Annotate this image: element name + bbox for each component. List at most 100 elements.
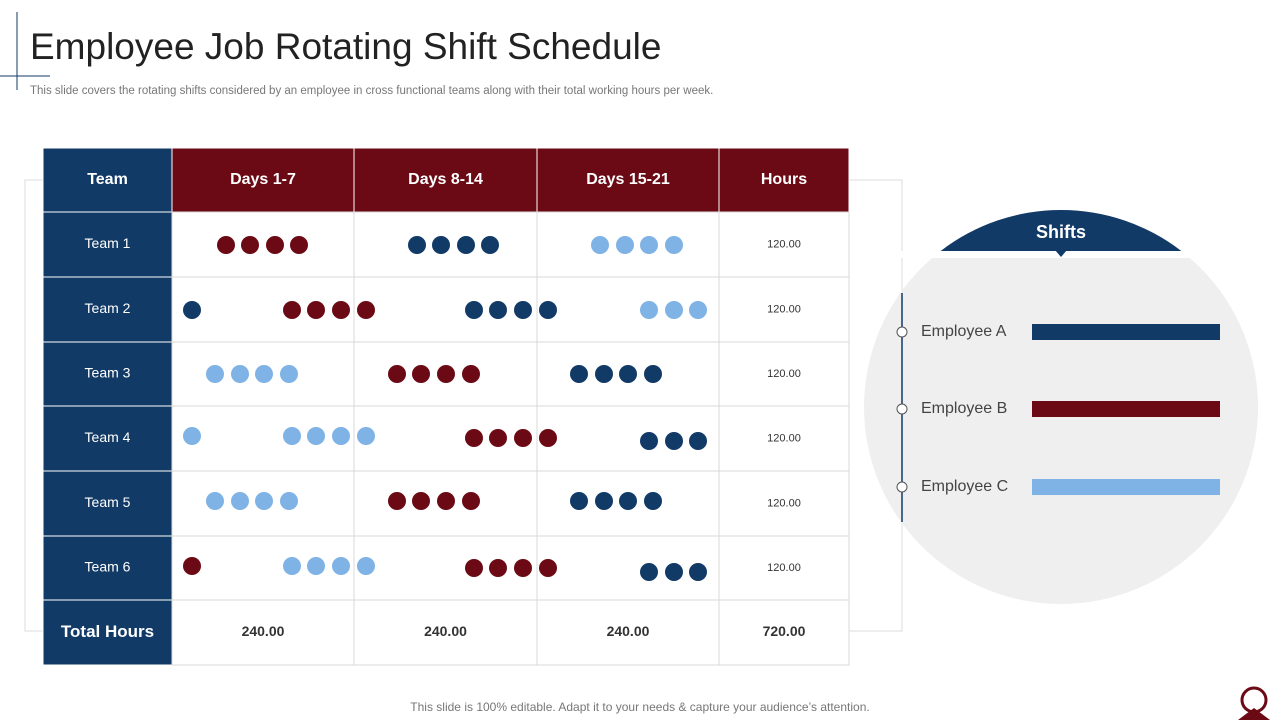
column-header: Days 8-14 [408, 171, 483, 188]
team-name: Team 3 [85, 365, 131, 381]
shift-dot [280, 492, 298, 510]
shift-dot [689, 301, 707, 319]
column-header: Hours [761, 171, 807, 188]
hours: 120.00 [767, 432, 801, 444]
shift-dot [644, 492, 662, 510]
hours: 120.00 [767, 238, 801, 250]
shift-dot [465, 429, 483, 447]
shift-dot [514, 559, 532, 577]
shift-dot [481, 236, 499, 254]
shift-dot [183, 557, 201, 575]
shift-dot [539, 301, 557, 319]
total-value: 720.00 [763, 623, 806, 639]
column-header: Days 1-7 [230, 171, 296, 188]
shift-dot [266, 236, 284, 254]
hours: 120.00 [767, 497, 801, 509]
legend-title: Shifts [1036, 222, 1086, 242]
cell [171, 599, 355, 666]
shift-dot [388, 492, 406, 510]
shift-dot [591, 236, 609, 254]
shift-dot [357, 301, 375, 319]
legend-label: Employee A [921, 323, 1007, 340]
shift-dot [332, 427, 350, 445]
shift-dot [689, 432, 707, 450]
column-header: Team [87, 171, 128, 188]
search-icon-base [1238, 708, 1270, 720]
shift-dot [283, 427, 301, 445]
team-name: Team 6 [85, 559, 131, 575]
shift-dot [665, 301, 683, 319]
shift-dot [412, 365, 430, 383]
shift-dot [332, 301, 350, 319]
shift-dot [290, 236, 308, 254]
shift-dot [412, 492, 430, 510]
shift-dot [255, 492, 273, 510]
shift-dot [437, 365, 455, 383]
team-cell [42, 276, 173, 343]
team-cell [42, 599, 173, 666]
legend-bar [1032, 479, 1220, 495]
shift-dot [217, 236, 235, 254]
shift-dot [665, 236, 683, 254]
shift-dot [619, 365, 637, 383]
shift-dot [539, 559, 557, 577]
shift-dot [570, 365, 588, 383]
shift-dot [283, 557, 301, 575]
shift-dot [619, 492, 637, 510]
team-cell [42, 470, 173, 537]
shift-dot [332, 557, 350, 575]
shift-dot [644, 365, 662, 383]
shift-dot [357, 557, 375, 575]
shift-dot [665, 432, 683, 450]
shift-dot [640, 563, 658, 581]
shift-dot [665, 563, 683, 581]
shift-dot [689, 563, 707, 581]
shift-dot [437, 492, 455, 510]
legend-label: Employee C [921, 478, 1008, 495]
shift-dot [280, 365, 298, 383]
team-cell [42, 341, 173, 407]
shift-dot [206, 365, 224, 383]
header-cell [42, 147, 173, 213]
shift-dot [357, 427, 375, 445]
shift-dot [640, 301, 658, 319]
shift-dot [307, 557, 325, 575]
shift-dot [231, 365, 249, 383]
shift-dot [640, 236, 658, 254]
shift-dot [465, 301, 483, 319]
legend-node [896, 403, 908, 415]
total-value: 240.00 [424, 623, 467, 639]
legend-pointer [1055, 250, 1067, 257]
shift-dot [640, 432, 658, 450]
cell [718, 211, 850, 278]
hours: 120.00 [767, 368, 801, 380]
team-name: Team 2 [85, 300, 131, 316]
shift-dot [457, 236, 475, 254]
team-name: Team 5 [85, 494, 131, 510]
shift-dot [570, 492, 588, 510]
shift-dot [595, 365, 613, 383]
shift-dot [465, 559, 483, 577]
legend-header [940, 209, 1182, 251]
shift-dot [595, 492, 613, 510]
shift-dot [462, 492, 480, 510]
team-name: Team 4 [85, 429, 131, 445]
legend-node [896, 326, 908, 338]
legend-bar [1032, 324, 1220, 340]
cell [718, 405, 850, 472]
shift-dot [183, 427, 201, 445]
total-label: Total Hours [61, 622, 154, 641]
shift-dot [307, 427, 325, 445]
footer: This slide is 100% editable. Adapt it to… [410, 700, 869, 714]
shift-dot [231, 492, 249, 510]
shift-dot [307, 301, 325, 319]
cell [718, 470, 850, 537]
total-value: 240.00 [607, 623, 650, 639]
shift-dot [489, 429, 507, 447]
shift-dot [183, 301, 201, 319]
cell [536, 276, 720, 343]
cell [353, 599, 538, 666]
subtitle: This slide covers the rotating shifts co… [30, 85, 713, 97]
total-value: 240.00 [242, 623, 285, 639]
